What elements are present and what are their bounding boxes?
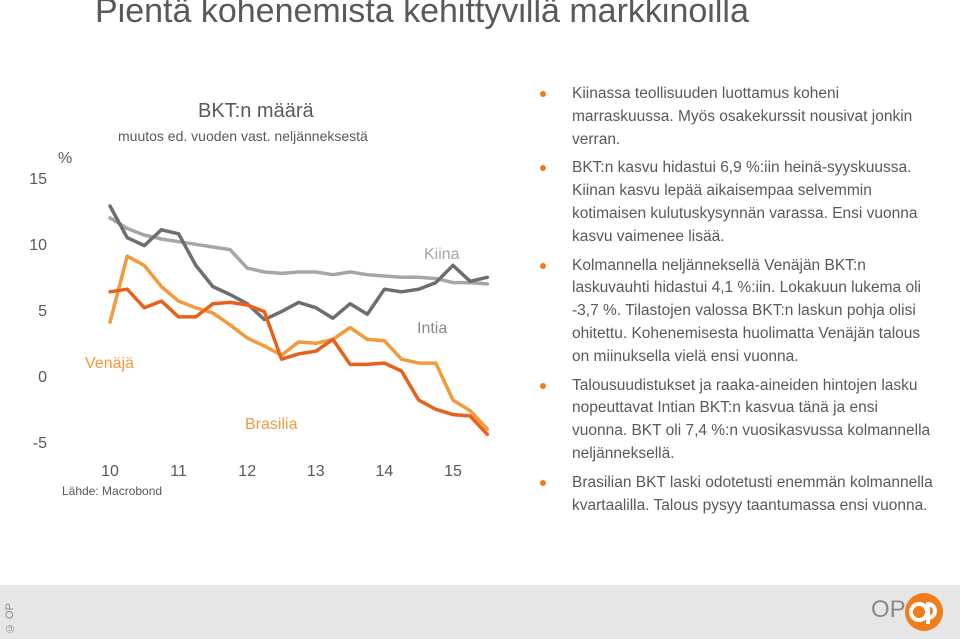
copyright-text: © OP [4,603,16,634]
bullet-dot-icon [540,479,546,486]
bullet-brazil: Brasilian BKT laski odotetusti enemmän k… [540,472,935,518]
x-tick-label: 12 [238,463,256,480]
chart-source: Lähde: Macrobond [62,484,163,498]
bullet-text: Brasilian BKT laski odotetusti enemmän k… [572,473,933,514]
op-logo-icon [905,593,943,631]
bullet-china-gdp: BKT:n kasvu hidastui 6,9 %:iin heinä-syy… [540,157,935,248]
y-tick-label: 0 [38,369,47,386]
series-label: Brasilia [245,416,298,433]
y-tick-label: 10 [29,237,47,254]
x-tick-label: 14 [376,463,394,480]
bullet-russia: Kolmannella neljänneksellä Venäjän BKT:n… [540,255,935,369]
bullet-text: Kolmannella neljänneksellä Venäjän BKT:n… [572,256,921,365]
series-label: Kiina [424,246,460,263]
x-tick-label: 13 [307,463,325,480]
bullet-dot-icon [540,91,546,97]
x-tick-label: 11 [170,463,187,480]
bullet-text: Talousuudistukset ja raaka-aineiden hint… [572,376,931,462]
bullet-text: Kiinassa teollisuuden luottamus koheni m… [572,85,913,148]
bullet-dot-icon [540,382,546,389]
y-tick-label: 5 [38,303,47,320]
series-label: Intia [417,320,447,337]
y-tick-label: -5 [33,435,47,452]
y-tick-label: 15 [29,171,47,188]
footer-bar [0,585,960,639]
gdp-line-chart: -5 0 5 10 15 10 11 12 13 14 15 Kiina Intia Venäjä Bras… [29,171,490,480]
bullet-text: BKT:n kasvu hidastui 6,9 %:iin heinä-syy… [572,159,918,245]
commentary-bullet-list: Kiinassa teollisuuden luottamus koheni m… [540,83,935,523]
chart-title: BKT:n määrä [198,100,314,122]
page-title: Pientä kohenemista kehittyvillä markkino… [95,0,749,30]
y-axis-unit: % [58,150,73,167]
chart-subtitle: muutos ed. vuoden vast. neljänneksestä [118,128,368,144]
bullet-dot-icon [540,262,546,269]
bullet-india: Talousuudistukset ja raaka-aineiden hint… [540,375,935,466]
x-tick-label: 15 [444,463,462,480]
op-logo-text: OP [871,596,906,623]
series-label: Venäjä [85,355,134,372]
bullet-china: Kiinassa teollisuuden luottamus koheni m… [540,83,935,151]
series-line-venäjä [108,254,490,431]
bullet-dot-icon [540,165,546,172]
x-tick-label: 10 [101,463,119,480]
